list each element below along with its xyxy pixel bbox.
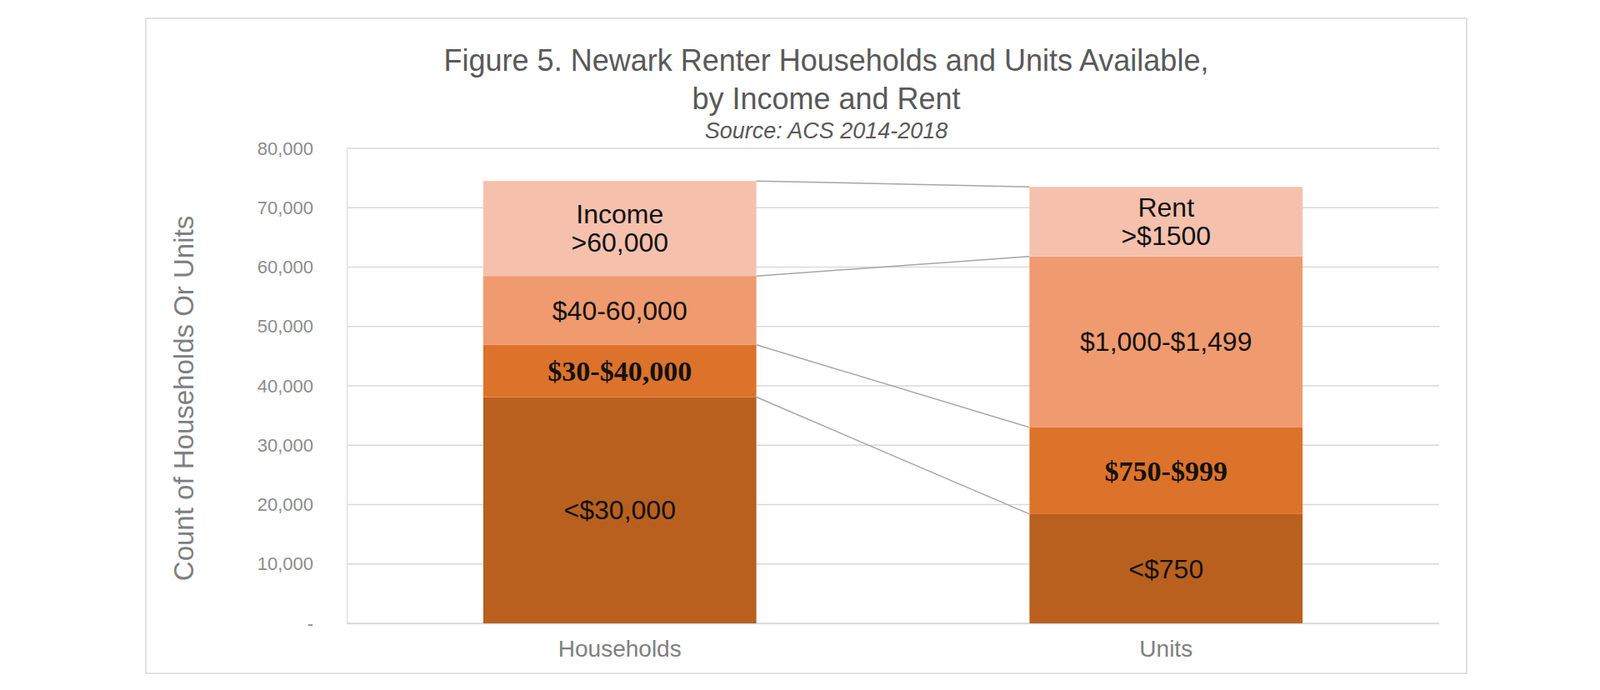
y-tick-label: 70,000 [257, 197, 314, 219]
y-tick: - [307, 613, 347, 635]
segment-label-line: Income [575, 199, 664, 230]
x-tick: Households [558, 623, 682, 662]
y-tick-label: 40,000 [257, 375, 314, 397]
bars [483, 180, 1303, 624]
y-axis: - 10,000 20,000 30,000 40,000 50,000 60,000 70,… [257, 138, 348, 635]
segment-label-line: $30-$40,000 [547, 355, 692, 387]
bar-segment [1029, 186, 1303, 256]
segment-labels: <$30,000 <$750 $30-$40,000 $750-$999 $40-60,… [547, 192, 1252, 584]
segment-label: <$750 [1128, 554, 1204, 585]
title: by Income and Rent [691, 81, 960, 116]
y-tick: 50,000 [257, 315, 347, 337]
segment-label: Rent>$1500 [1120, 192, 1211, 251]
x-tick: Units [1139, 623, 1193, 662]
grid-line [346, 147, 1440, 150]
y-tick-label: 10,000 [257, 553, 314, 575]
grid [346, 148, 1440, 624]
y-tick: 20,000 [257, 494, 347, 515]
segment-label: $30-$40,000 [547, 355, 692, 387]
y-axis-line [346, 149, 348, 625]
bar-segment [1029, 514, 1303, 624]
y-tick-label: - [307, 613, 314, 635]
connector-line [756, 180, 1030, 187]
chart: - 10,000 20,000 30,000 40,000 50,000 60,000 70,… [0, 0, 1600, 690]
x-tick-label: Households [558, 635, 682, 662]
subtitle: Source: ACS 2014-2018 [705, 118, 949, 144]
y-tick: 60,000 [257, 256, 347, 278]
segment-label-line: $1,000-$1,499 [1080, 326, 1252, 357]
segment-label-line: $40-60,000 [552, 295, 688, 326]
bar-segment [483, 275, 757, 345]
bar-segment [1029, 256, 1303, 428]
y-tick: 80,000 [257, 138, 347, 160]
y-tick-label: 20,000 [257, 494, 314, 515]
bar-segment [483, 180, 757, 276]
y-tick: 40,000 [257, 375, 347, 397]
connector-line [756, 256, 1030, 277]
segment-label-line: >$1500 [1120, 220, 1211, 251]
segment-label-line: <$30,000 [564, 495, 676, 525]
segment-label-line: <$750 [1128, 554, 1204, 585]
segment-label: $40-60,000 [552, 295, 688, 326]
segment-label-line: Rent [1137, 192, 1195, 223]
title: Figure 5. Newark Renter Households and U… [444, 43, 1210, 78]
y-tick-label: 30,000 [257, 435, 314, 456]
y-axis-title: Count of Households Or Units [168, 215, 200, 581]
y-tick-label: 50,000 [257, 315, 314, 337]
y-tick: 10,000 [257, 553, 347, 575]
y-tick: 70,000 [257, 197, 347, 219]
bar-segment [483, 397, 757, 624]
x-axis: Households Units [347, 623, 1440, 662]
segment-label: $1,000-$1,499 [1080, 326, 1252, 357]
y-tick-label: 60,000 [257, 256, 314, 278]
segment-label-line: $750-$999 [1105, 455, 1228, 487]
bar-segment [483, 345, 757, 398]
chart-frame [145, 18, 1467, 674]
y-tick-label: 80,000 [257, 138, 314, 160]
bar-segment [1029, 427, 1303, 515]
segment-label: <$30,000 [564, 495, 676, 525]
segment-label: Income>60,000 [570, 199, 669, 258]
connector-line [756, 345, 1030, 428]
y-tick: 30,000 [257, 435, 347, 456]
x-tick-label: Units [1139, 635, 1193, 662]
segment-label-line: >60,000 [570, 227, 669, 258]
segment-label: $750-$999 [1105, 455, 1228, 487]
